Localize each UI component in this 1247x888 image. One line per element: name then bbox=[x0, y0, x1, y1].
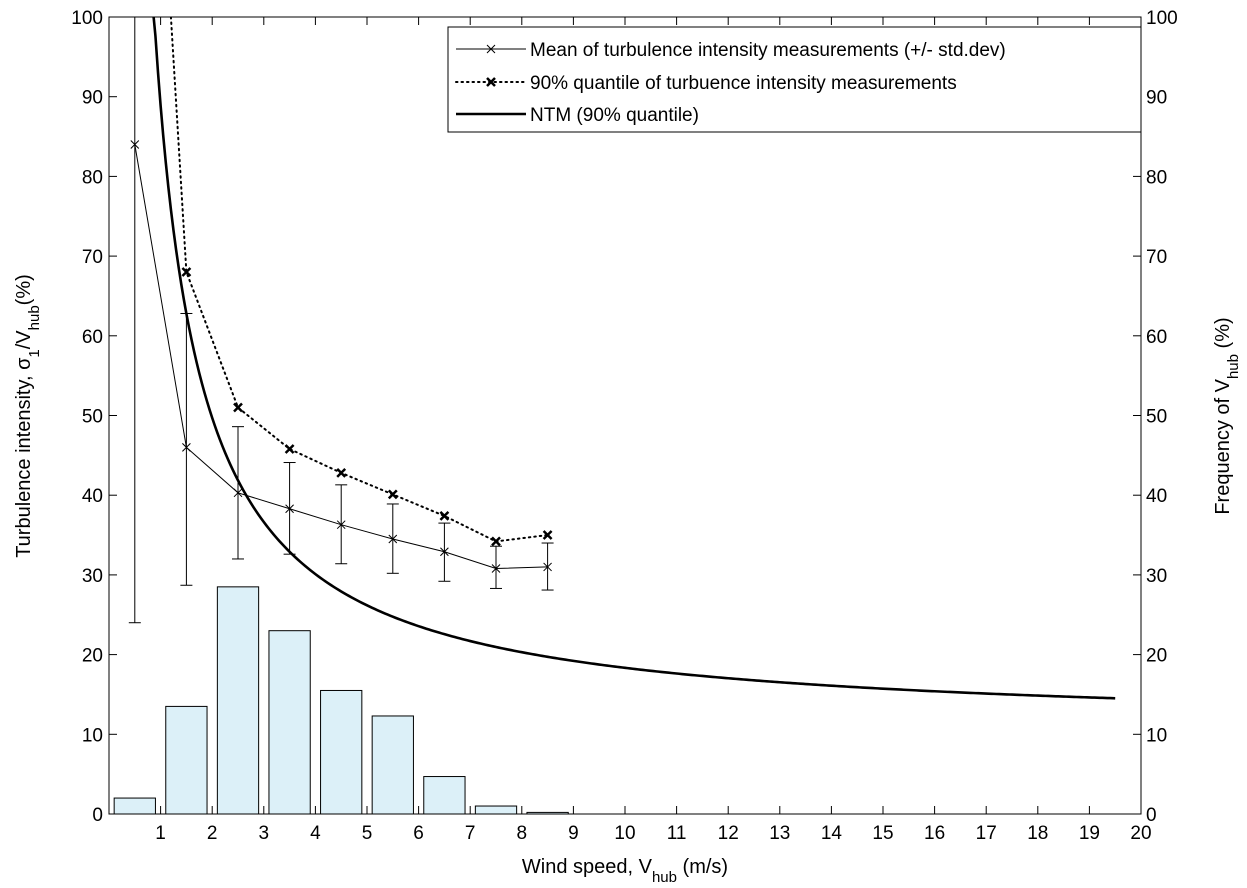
y-left-tick-label: 40 bbox=[82, 486, 103, 507]
mean-point bbox=[130, 140, 140, 149]
quantile-point bbox=[542, 530, 553, 540]
y-right-tick-label: 20 bbox=[1146, 646, 1167, 667]
mean-point bbox=[491, 564, 501, 573]
quantile-point bbox=[336, 468, 347, 478]
legend-marker-mean bbox=[486, 44, 496, 54]
y-right-tick-label: 100 bbox=[1146, 8, 1178, 29]
y-axis-right-ticks: 0 10 20 30 40 50 60 70 80 90 100 bbox=[1133, 8, 1178, 826]
legend-marker-quantile bbox=[486, 77, 496, 87]
y-axis-right-label: Frequency of Vhub (%) bbox=[1212, 317, 1242, 514]
y-left-tick-label: 90 bbox=[82, 88, 103, 109]
y-right-tick-label: 40 bbox=[1146, 486, 1167, 507]
legend-label-mean: Mean of turbulence intensity measurement… bbox=[530, 40, 1006, 61]
histogram-bar bbox=[216, 586, 260, 815]
y-left-tick-label: 50 bbox=[82, 407, 103, 428]
x-tick-label: 16 bbox=[924, 823, 945, 844]
histogram-bar bbox=[320, 689, 363, 815]
mean-point bbox=[440, 547, 449, 557]
histogram-bar bbox=[423, 776, 466, 815]
x-tick-label: 9 bbox=[568, 823, 579, 844]
y-left-tick-label: 70 bbox=[82, 247, 103, 268]
y-right-tick-label: 10 bbox=[1146, 725, 1167, 746]
mean-point bbox=[543, 562, 552, 572]
x-tick-label: 14 bbox=[821, 823, 843, 844]
y-left-tick-label: 20 bbox=[82, 646, 103, 667]
x-tick-label: 17 bbox=[976, 823, 997, 844]
quantile-point bbox=[233, 402, 243, 413]
y-right-tick-label: 50 bbox=[1146, 407, 1167, 428]
x-tick-label: 12 bbox=[718, 823, 739, 844]
quantile-series-layer bbox=[169, 17, 553, 547]
histogram-bar bbox=[268, 630, 311, 815]
x-tick-label: 20 bbox=[1130, 823, 1151, 844]
y-left-tick-label: 10 bbox=[82, 725, 103, 746]
x-tick-label: 5 bbox=[362, 823, 373, 844]
histogram-bar bbox=[474, 805, 518, 815]
legend-label-ntm: NTM (90% quantile) bbox=[530, 105, 699, 126]
x-tick-label: 6 bbox=[413, 823, 424, 844]
x-tick-label: 19 bbox=[1079, 823, 1100, 844]
legend: Mean of turbulence intensity measurement… bbox=[447, 26, 1142, 133]
quantile-point bbox=[439, 511, 450, 521]
legend-box bbox=[447, 26, 1142, 133]
y-left-tick-label: 60 bbox=[82, 327, 103, 348]
mean-point bbox=[336, 520, 346, 530]
y-right-tick-label: 90 bbox=[1146, 88, 1167, 109]
x-tick-label: 7 bbox=[465, 823, 476, 844]
y-left-tick-label: 0 bbox=[92, 805, 103, 826]
y-left-tick-label: 80 bbox=[82, 167, 103, 188]
ntm-line bbox=[152, 17, 1116, 700]
x-tick-label: 11 bbox=[667, 823, 687, 844]
y-left-tick-label: 30 bbox=[82, 566, 103, 587]
quantile-point bbox=[491, 536, 501, 547]
x-tick-label: 2 bbox=[207, 823, 218, 844]
quantile-point bbox=[284, 444, 295, 454]
legend-entry-quantile: 90% quantile of turbuence intensity meas… bbox=[455, 73, 957, 94]
mean-point bbox=[182, 443, 191, 452]
quantile-point bbox=[181, 267, 192, 277]
x-tick-label: 18 bbox=[1027, 823, 1048, 844]
y-right-tick-label: 30 bbox=[1146, 566, 1167, 587]
legend-label-quantile: 90% quantile of turbuence intensity meas… bbox=[530, 73, 957, 94]
ntm-curve-layer bbox=[152, 17, 1116, 700]
x-tick-label: 3 bbox=[259, 823, 270, 844]
y-left-tick-label: 100 bbox=[71, 8, 103, 29]
y-axis-left-ticks: 0 10 20 30 40 50 60 70 80 90 100 bbox=[71, 8, 117, 826]
x-tick-label: 15 bbox=[872, 823, 893, 844]
y-right-tick-label: 0 bbox=[1146, 805, 1157, 826]
x-tick-label: 13 bbox=[769, 823, 790, 844]
x-tick-label: 10 bbox=[614, 823, 635, 844]
histogram-bar bbox=[113, 797, 156, 815]
histogram-layer bbox=[113, 586, 569, 815]
mean-point bbox=[233, 488, 243, 498]
y-right-tick-label: 70 bbox=[1146, 247, 1167, 268]
x-tick-label: 8 bbox=[517, 823, 528, 844]
x-tick-label: 1 bbox=[155, 823, 166, 844]
histogram-bar bbox=[165, 705, 208, 815]
mean-point bbox=[285, 504, 294, 514]
histogram-bar bbox=[371, 715, 414, 815]
quantile-point bbox=[387, 489, 398, 500]
x-axis-label: Wind speed, Vhub (m/s) bbox=[522, 856, 728, 886]
legend-entry-mean: Mean of turbulence intensity measurement… bbox=[456, 40, 1006, 61]
legend-entry-ntm: NTM (90% quantile) bbox=[456, 105, 699, 126]
x-axis-ticks: 1 2 3 4 5 6 7 8 9 10 11 12 13 14 15 16 17 18 19 20 bbox=[155, 17, 1152, 844]
mean-series-layer bbox=[128, 17, 554, 624]
x-tick-label: 4 bbox=[310, 823, 321, 844]
y-right-tick-label: 60 bbox=[1146, 327, 1167, 348]
y-right-tick-label: 80 bbox=[1146, 167, 1167, 188]
mean-point bbox=[388, 534, 398, 544]
y-axis-left-label: Turbulence intensity, σ1/Vhub(%) bbox=[13, 274, 43, 558]
